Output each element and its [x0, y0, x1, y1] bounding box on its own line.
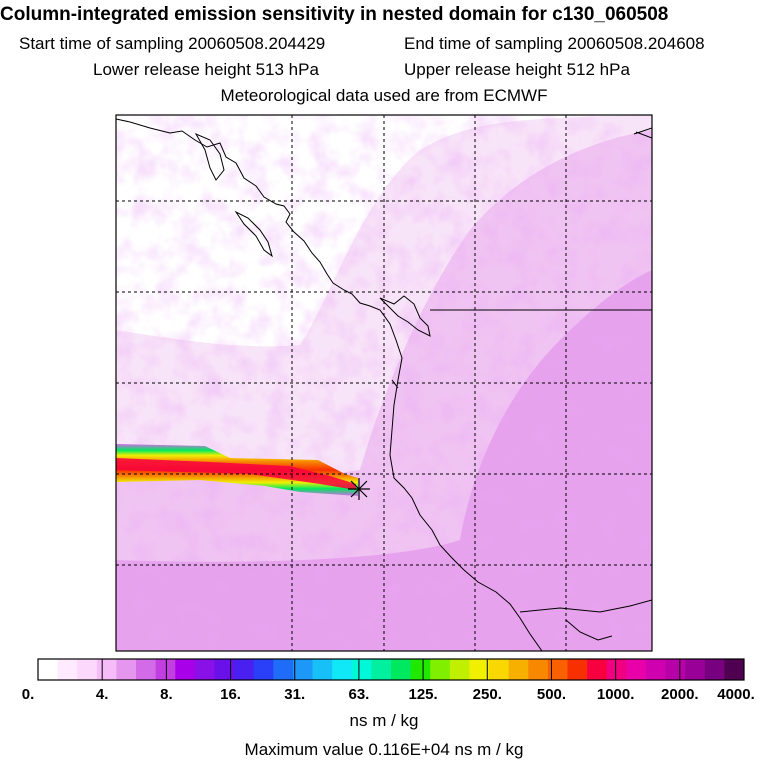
upper-height-label: Upper release height	[404, 60, 562, 79]
colorbar-swatch	[77, 659, 98, 680]
start-time-value: 20060508.204429	[188, 34, 326, 53]
end-time-label: End time of sampling	[404, 34, 563, 53]
colorbar-tick-label: 16.	[220, 686, 241, 703]
colorbar-tick-label: 2000.	[661, 686, 699, 703]
colorbar-swatch	[155, 659, 176, 680]
star-icon	[348, 478, 370, 500]
colorbar-swatch	[292, 659, 314, 680]
colorbar-swatch	[547, 659, 568, 680]
map-field	[116, 115, 652, 651]
colorbar-swatch	[371, 659, 392, 680]
colorbar-swatch	[449, 659, 470, 680]
lower-height-line: Lower release height 513 hPa	[93, 60, 319, 80]
colorbar-swatch	[685, 659, 706, 680]
coastline	[116, 118, 652, 651]
colorbar-tick-label: 500.	[536, 686, 567, 703]
colorbar-swatch	[214, 659, 235, 680]
colorbar-tick-label: 31.	[284, 686, 306, 703]
maximum-value: 0.116E+04 ns m / kg	[368, 740, 524, 759]
colorbar-swatch	[430, 659, 451, 680]
start-time-label: Start time of sampling	[19, 34, 184, 53]
colorbar-units: ns m / kg	[349, 711, 419, 730]
colorbar-tick-label: 4.	[95, 686, 109, 703]
colorbar-swatch	[312, 659, 333, 680]
colorbar-swatch	[96, 659, 117, 680]
colorbar-swatch	[587, 659, 608, 680]
colorbar-swatch	[469, 659, 490, 680]
colorbar-swatch	[724, 659, 745, 680]
colorbar	[37, 658, 745, 681]
colorbar-tick-label: 63.	[348, 686, 370, 703]
end-time-line: End time of sampling 20060508.204608	[404, 34, 705, 54]
upper-height-line: Upper release height 512 hPa	[404, 60, 630, 80]
colorbar-swatch	[704, 659, 725, 680]
colorbar-swatch	[234, 659, 255, 680]
maximum-value-label: Maximum value	[244, 740, 364, 759]
map-frame	[115, 114, 653, 652]
colorbar-swatch	[528, 659, 549, 680]
maximum-value-line: Maximum value 0.116E+04 ns m / kg	[0, 740, 768, 760]
colorbar-swatch	[626, 659, 647, 680]
colorbar-tick-label: 8.	[160, 686, 173, 703]
colorbar-swatch	[175, 659, 196, 680]
colorbar-swatch	[665, 659, 686, 680]
end-time-value: 20060508.204608	[567, 34, 705, 53]
page-title: Column-integrated emission sensitivity i…	[0, 4, 669, 25]
upper-height-value: 512 hPa	[566, 60, 630, 79]
colorbar-frame	[37, 658, 745, 681]
colorbar-swatch	[645, 659, 667, 680]
colorbar-tick-label: 1000.	[596, 686, 635, 703]
colorbar-swatch	[38, 659, 59, 680]
colorbar-swatch	[410, 659, 431, 680]
colorbar-swatch	[116, 659, 137, 680]
colorbar-swatch	[391, 659, 412, 680]
colorbar-swatch	[567, 659, 588, 680]
colorbar-swatch	[136, 659, 157, 680]
plume-core	[116, 458, 356, 490]
lower-height-value: 513 hPa	[255, 60, 319, 79]
colorbar-swatch	[57, 659, 78, 680]
colorbar-swatch	[253, 659, 274, 680]
start-time-line: Start time of sampling 20060508.204429	[19, 34, 325, 54]
colorbar-swatch	[273, 659, 294, 680]
colorbar-tick-label: 4000.	[717, 686, 755, 703]
colorbar-swatch	[351, 659, 372, 680]
colorbar-swatch	[606, 659, 627, 680]
graticule	[116, 115, 652, 651]
colorbar-swatch	[508, 659, 529, 680]
colorbar-swatch	[332, 659, 353, 680]
colorbar-tick-label: 0.	[21, 686, 35, 703]
colorbar-tick-label: 250.	[472, 686, 502, 703]
colorbar-swatch	[194, 659, 215, 680]
colorbar-swatch	[489, 659, 510, 680]
met-data-line: Meteorological data used are from ECMWF	[220, 86, 548, 105]
lower-height-label: Lower release height	[93, 60, 251, 79]
colorbar-tick-label: 125.	[408, 686, 438, 703]
